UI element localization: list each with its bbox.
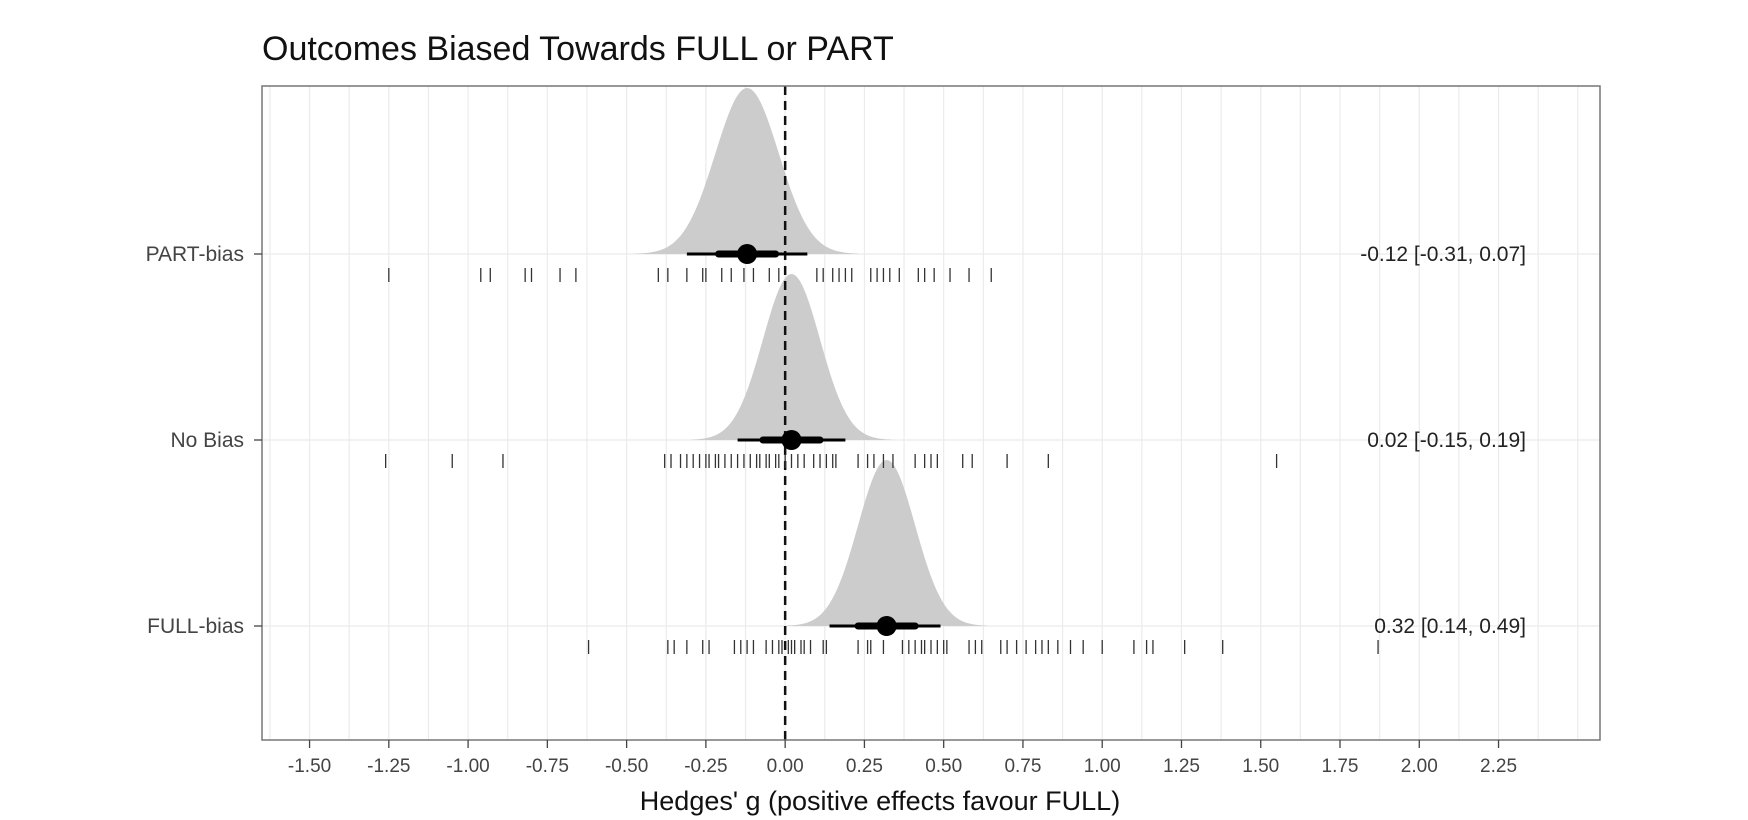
x-tick-label: 0.00 xyxy=(767,756,804,777)
x-tick-label: 2.00 xyxy=(1401,756,1438,777)
estimate-intervals xyxy=(686,244,941,636)
y-tick-label-0: PART-bias xyxy=(146,243,244,266)
x-axis-label: Hedges' g (positive effects favour FULL) xyxy=(640,786,1120,816)
x-axis-ticks: -1.50 -1.25 -1.00 -0.75 -0.50 -0.25 0.00 0.25 0.… xyxy=(288,740,1517,777)
y-tick-label-2: FULL-bias xyxy=(147,615,244,638)
chart-title: Outcomes Biased Towards FULL or PART xyxy=(262,30,894,68)
y-tick-label-1: No Bias xyxy=(170,429,244,452)
x-tick-label: -0.75 xyxy=(526,756,569,777)
x-tick-label: -0.50 xyxy=(605,756,648,777)
x-tick-label: 2.25 xyxy=(1480,756,1517,777)
estimate-point-2 xyxy=(876,616,897,636)
estimate-annotation-2: 0.32 [0.14, 0.49] xyxy=(1374,615,1526,638)
rug-ticks xyxy=(385,268,1379,654)
density-curves xyxy=(636,88,987,626)
x-tick-label: 1.50 xyxy=(1242,756,1279,777)
estimate-point-0 xyxy=(737,244,758,264)
y-axis-labels: PART-bias No Bias FULL-bias xyxy=(146,243,262,638)
x-tick-label: -1.25 xyxy=(367,756,410,777)
density-curve-0 xyxy=(636,88,859,254)
density-curve-1 xyxy=(691,274,892,440)
x-tick-label: -0.25 xyxy=(684,756,727,777)
estimate-point-1 xyxy=(781,430,802,450)
estimate-annotations: -0.12 [-0.31, 0.07] 0.02 [-0.15, 0.19] 0.3… xyxy=(1360,243,1526,638)
x-tick-label: 0.75 xyxy=(1004,756,1041,777)
x-tick-label: 0.50 xyxy=(925,756,962,777)
x-tick-label: 1.25 xyxy=(1163,756,1200,777)
plot-border xyxy=(261,85,1601,741)
x-tick-label: -1.00 xyxy=(446,756,489,777)
x-tick-label: 1.00 xyxy=(1084,756,1121,777)
density-curve-2 xyxy=(786,460,987,626)
x-tick-label: 0.25 xyxy=(846,756,883,777)
estimate-annotation-0: -0.12 [-0.31, 0.07] xyxy=(1360,243,1526,266)
estimate-annotation-1: 0.02 [-0.15, 0.19] xyxy=(1367,429,1526,452)
x-tick-label: -1.50 xyxy=(288,756,331,777)
x-tick-label: 1.75 xyxy=(1322,756,1359,777)
